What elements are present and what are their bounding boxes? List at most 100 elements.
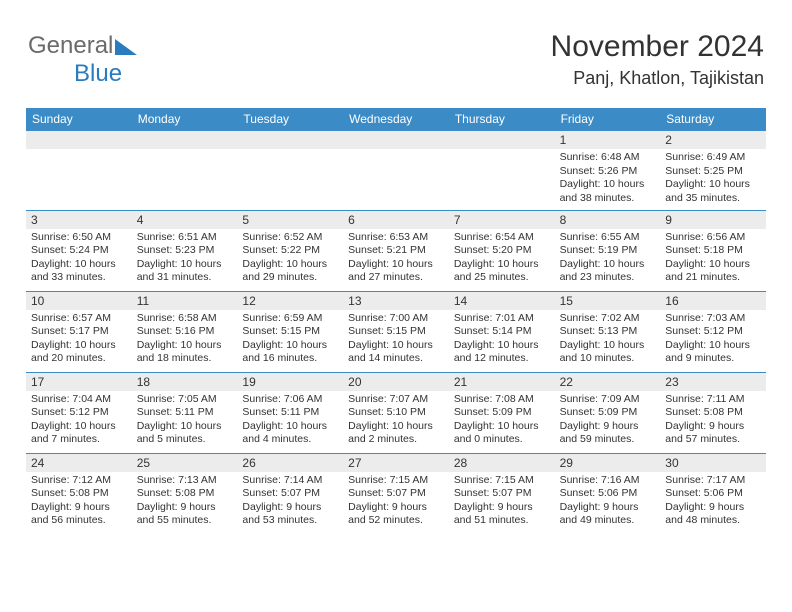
location: Panj, Khatlon, Tajikistan [551,68,764,89]
sunrise-text: Sunrise: 7:09 AM [560,393,656,407]
calendar-cell: 20Sunrise: 7:07 AMSunset: 5:10 PMDayligh… [343,373,449,453]
sunset-text: Sunset: 5:10 PM [348,406,444,420]
logo-text-general: General [28,32,113,59]
day-info: Sunrise: 7:01 AMSunset: 5:14 PMDaylight:… [449,310,555,371]
day-info: Sunrise: 6:56 AMSunset: 5:18 PMDaylight:… [660,229,766,290]
sunset-text: Sunset: 5:07 PM [348,487,444,501]
sunset-text: Sunset: 5:25 PM [665,165,761,179]
sunrise-text: Sunrise: 7:03 AM [665,312,761,326]
day-info: Sunrise: 7:17 AMSunset: 5:06 PMDaylight:… [660,472,766,533]
calendar-cell: 15Sunrise: 7:02 AMSunset: 5:13 PMDayligh… [555,292,661,372]
day-number: 9 [660,211,766,229]
sunrise-text: Sunrise: 6:57 AM [31,312,127,326]
sunset-text: Sunset: 5:14 PM [454,325,550,339]
calendar-cell: 8Sunrise: 6:55 AMSunset: 5:19 PMDaylight… [555,211,661,291]
day-number: 23 [660,373,766,391]
daylight-text: Daylight: 9 hours and 52 minutes. [348,501,444,528]
calendar-cell: 30Sunrise: 7:17 AMSunset: 5:06 PMDayligh… [660,454,766,534]
day-number: 18 [132,373,238,391]
logo: General Blue [28,32,137,88]
day-number: 6 [343,211,449,229]
day-number: 15 [555,292,661,310]
sunrise-text: Sunrise: 7:14 AM [242,474,338,488]
calendar-cell: . [132,131,238,210]
calendar-cell: 22Sunrise: 7:09 AMSunset: 5:09 PMDayligh… [555,373,661,453]
sunset-text: Sunset: 5:15 PM [242,325,338,339]
calendar-cell: . [449,131,555,210]
sunset-text: Sunset: 5:08 PM [137,487,233,501]
daylight-text: Daylight: 10 hours and 5 minutes. [137,420,233,447]
calendar-cell: . [343,131,449,210]
daylight-text: Daylight: 10 hours and 35 minutes. [665,178,761,205]
day-info: Sunrise: 7:15 AMSunset: 5:07 PMDaylight:… [343,472,449,533]
day-info: Sunrise: 7:11 AMSunset: 5:08 PMDaylight:… [660,391,766,452]
calendar-cell: 24Sunrise: 7:12 AMSunset: 5:08 PMDayligh… [26,454,132,534]
day-number: 2 [660,131,766,149]
sunrise-text: Sunrise: 7:15 AM [454,474,550,488]
daylight-text: Daylight: 10 hours and 27 minutes. [348,258,444,285]
calendar-cell: 16Sunrise: 7:03 AMSunset: 5:12 PMDayligh… [660,292,766,372]
day-header-fri: Friday [555,108,661,130]
day-info: Sunrise: 6:55 AMSunset: 5:19 PMDaylight:… [555,229,661,290]
logo-triangle-icon [115,39,137,55]
daylight-text: Daylight: 10 hours and 7 minutes. [31,420,127,447]
day-info: Sunrise: 6:50 AMSunset: 5:24 PMDaylight:… [26,229,132,290]
sunrise-text: Sunrise: 7:04 AM [31,393,127,407]
day-number: 26 [237,454,343,472]
day-info: Sunrise: 6:49 AMSunset: 5:25 PMDaylight:… [660,149,766,210]
calendar-week: 10Sunrise: 6:57 AMSunset: 5:17 PMDayligh… [26,291,766,372]
day-number: 7 [449,211,555,229]
day-info: Sunrise: 6:48 AMSunset: 5:26 PMDaylight:… [555,149,661,210]
sunset-text: Sunset: 5:22 PM [242,244,338,258]
calendar-cell: 13Sunrise: 7:00 AMSunset: 5:15 PMDayligh… [343,292,449,372]
sunrise-text: Sunrise: 7:07 AM [348,393,444,407]
daylight-text: Daylight: 9 hours and 51 minutes. [454,501,550,528]
sunset-text: Sunset: 5:24 PM [31,244,127,258]
day-info: Sunrise: 7:15 AMSunset: 5:07 PMDaylight:… [449,472,555,533]
daylight-text: Daylight: 10 hours and 33 minutes. [31,258,127,285]
sunrise-text: Sunrise: 7:11 AM [665,393,761,407]
sunset-text: Sunset: 5:12 PM [665,325,761,339]
daylight-text: Daylight: 10 hours and 23 minutes. [560,258,656,285]
day-number: . [132,131,238,149]
daylight-text: Daylight: 10 hours and 14 minutes. [348,339,444,366]
day-number: 21 [449,373,555,391]
calendar-week: .....1Sunrise: 6:48 AMSunset: 5:26 PMDay… [26,130,766,210]
day-info: Sunrise: 7:13 AMSunset: 5:08 PMDaylight:… [132,472,238,533]
day-number: . [237,131,343,149]
day-info: Sunrise: 7:09 AMSunset: 5:09 PMDaylight:… [555,391,661,452]
day-info: Sunrise: 7:06 AMSunset: 5:11 PMDaylight:… [237,391,343,452]
calendar-cell: 26Sunrise: 7:14 AMSunset: 5:07 PMDayligh… [237,454,343,534]
calendar-cell: 5Sunrise: 6:52 AMSunset: 5:22 PMDaylight… [237,211,343,291]
sunset-text: Sunset: 5:09 PM [454,406,550,420]
sunrise-text: Sunrise: 7:15 AM [348,474,444,488]
sunrise-text: Sunrise: 6:52 AM [242,231,338,245]
day-header-thu: Thursday [449,108,555,130]
day-info: Sunrise: 7:04 AMSunset: 5:12 PMDaylight:… [26,391,132,452]
day-number: . [449,131,555,149]
weeks-container: .....1Sunrise: 6:48 AMSunset: 5:26 PMDay… [26,130,766,534]
calendar-cell: . [237,131,343,210]
day-number: 28 [449,454,555,472]
calendar: Sunday Monday Tuesday Wednesday Thursday… [26,108,766,534]
sunrise-text: Sunrise: 6:53 AM [348,231,444,245]
calendar-cell: 23Sunrise: 7:11 AMSunset: 5:08 PMDayligh… [660,373,766,453]
day-header-tue: Tuesday [237,108,343,130]
daylight-text: Daylight: 10 hours and 25 minutes. [454,258,550,285]
sunset-text: Sunset: 5:16 PM [137,325,233,339]
day-number: 30 [660,454,766,472]
daylight-text: Daylight: 10 hours and 12 minutes. [454,339,550,366]
day-number: 12 [237,292,343,310]
sunrise-text: Sunrise: 6:54 AM [454,231,550,245]
day-number: 10 [26,292,132,310]
day-info: Sunrise: 7:12 AMSunset: 5:08 PMDaylight:… [26,472,132,533]
sunset-text: Sunset: 5:07 PM [242,487,338,501]
day-info: Sunrise: 6:54 AMSunset: 5:20 PMDaylight:… [449,229,555,290]
day-number: 29 [555,454,661,472]
day-header-sun: Sunday [26,108,132,130]
sunset-text: Sunset: 5:19 PM [560,244,656,258]
daylight-text: Daylight: 9 hours and 56 minutes. [31,501,127,528]
calendar-cell: 10Sunrise: 6:57 AMSunset: 5:17 PMDayligh… [26,292,132,372]
day-info: Sunrise: 7:08 AMSunset: 5:09 PMDaylight:… [449,391,555,452]
day-number: 13 [343,292,449,310]
